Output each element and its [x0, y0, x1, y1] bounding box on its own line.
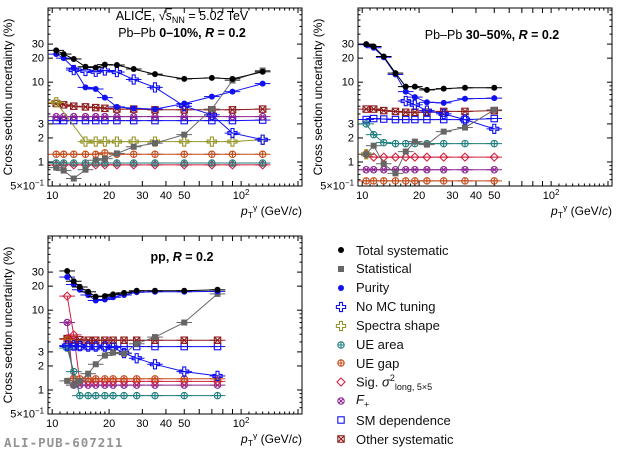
svg-text:pTγ (GeV/c): pTγ (GeV/c) [240, 203, 302, 220]
legend-label-total-systematic: Total systematic [356, 242, 449, 258]
legend-item-spectra-shape: Spectra shape [332, 317, 440, 335]
svg-text:pp, R = 0.2: pp, R = 0.2 [151, 250, 214, 264]
svg-text:5×10−1: 5×10−1 [10, 406, 44, 420]
legend-item-sm-dependence: SM dependence [332, 411, 451, 429]
svg-text:5×10−1: 5×10−1 [320, 178, 354, 192]
legend-marker-sm-dependence-icon [337, 416, 345, 424]
svg-text:10: 10 [32, 77, 44, 89]
legend-item-no-mc-tuning: No MC tuning [332, 298, 435, 316]
svg-text:50: 50 [178, 190, 190, 202]
legend-marker-sig-sigma-long-icon [336, 377, 346, 388]
svg-text:2: 2 [348, 132, 354, 144]
legend-item-ue-area: UE area [332, 336, 404, 354]
svg-text:20: 20 [103, 190, 115, 202]
svg-text:20: 20 [103, 418, 115, 430]
legend-marker-other-systematic-icon [337, 435, 345, 443]
svg-text:10: 10 [356, 190, 368, 202]
svg-text:20: 20 [413, 190, 425, 202]
svg-text:102: 102 [233, 188, 250, 202]
legend-label-sig-sigma-long: Sig. σ2long, 5×5 [356, 372, 433, 392]
svg-text:40: 40 [160, 190, 172, 202]
legend-label-ue-area: UE area [356, 337, 404, 352]
svg-text:3: 3 [38, 118, 44, 130]
legend-marker-total-systematic-icon [338, 247, 344, 253]
legend-item-purity: Purity [332, 279, 389, 297]
svg-text:3: 3 [348, 118, 354, 130]
svg-text:pTγ (GeV/c): pTγ (GeV/c) [550, 203, 612, 220]
svg-text:10: 10 [342, 77, 354, 89]
legend-marker-ue-gap-icon [337, 359, 345, 368]
svg-text:20: 20 [32, 281, 44, 293]
svg-text:30: 30 [342, 39, 354, 51]
svg-text:3: 3 [38, 346, 44, 358]
legend-item-other-systematic: Other systematic [332, 430, 454, 448]
svg-text:40: 40 [160, 418, 172, 430]
legend-label-purity: Purity [356, 280, 390, 296]
legend-item-f-plus: F+ [332, 392, 369, 410]
legend-label-other-systematic: Other systematic [356, 431, 454, 447]
svg-text:30: 30 [136, 190, 148, 202]
svg-text:10: 10 [46, 190, 58, 202]
svg-text:10: 10 [32, 305, 44, 317]
svg-text:20: 20 [342, 53, 354, 65]
svg-text:pTγ (GeV/c): pTγ (GeV/c) [240, 431, 302, 448]
svg-text:40: 40 [470, 190, 482, 202]
svg-text:102: 102 [233, 416, 250, 430]
legend-item-total-systematic: Total systematic [332, 241, 448, 259]
svg-text:30: 30 [136, 418, 148, 430]
svg-text:Cross section uncertainty (%): Cross section uncertainty (%) [1, 19, 15, 176]
svg-text:Pb–Pb 0–10%, R = 0.2: Pb–Pb 0–10%, R = 0.2 [118, 26, 246, 40]
panel-pbpb-0-10-chart: 10 20 30 40 50 102 5×10−1 1 2 3 10 20 30 Cross sectio… [1, 7, 303, 220]
svg-text:Cross section uncertainty (%): Cross section uncertainty (%) [311, 19, 325, 176]
svg-text:2: 2 [38, 360, 44, 372]
svg-text:1: 1 [38, 156, 44, 168]
svg-text:30: 30 [32, 39, 44, 51]
svg-text:30: 30 [446, 190, 458, 202]
svg-text:102: 102 [543, 188, 560, 202]
legend-item-statistical: Statistical [332, 260, 412, 278]
legend-item-sig-sigma-long: Sig. σ2long, 5×5 [332, 372, 433, 392]
watermark-label: ALI-PUB-607211 [4, 435, 124, 450]
svg-text:5×10−1: 5×10−1 [10, 178, 44, 192]
svg-text:30: 30 [32, 267, 44, 279]
legend-marker-no-mc-tuning-icon [335, 301, 347, 312]
svg-text:Cross section uncertainty (%): Cross section uncertainty (%) [1, 247, 15, 404]
svg-text:50: 50 [488, 190, 500, 202]
legend-marker-spectra-shape-icon [335, 320, 347, 331]
svg-text:1: 1 [348, 156, 354, 168]
legend-item-ue-gap: UE gap [332, 354, 399, 372]
legend-label-spectra-shape: Spectra shape [356, 318, 440, 334]
svg-text:1: 1 [38, 384, 44, 396]
legend-label-f-plus: F+ [356, 392, 370, 410]
svg-text:50: 50 [178, 418, 190, 430]
panel-pbpb-30-50-chart: 10 20 30 40 50 102 5×10−1 1 2 3 10 20 30 Cross sectio… [311, 7, 613, 220]
legend-marker-purity-icon [338, 284, 344, 291]
legend-label-no-mc-tuning: No MC tuning [356, 299, 436, 315]
legend: Total systematic Statistical Purity No MC t… [332, 238, 618, 452]
legend-label-sm-dependence: SM dependence [356, 412, 451, 428]
svg-text:ALICE, √sNN = 5.02 TeV: ALICE, √sNN = 5.02 TeV [116, 9, 249, 25]
svg-text:20: 20 [32, 53, 44, 65]
legend-label-statistical: Statistical [356, 261, 412, 277]
legend-label-ue-gap: UE gap [356, 355, 400, 371]
legend-marker-f-plus-icon [337, 397, 345, 405]
svg-text:Pb–Pb 30–50%, R = 0.2: Pb–Pb 30–50%, R = 0.2 [425, 28, 560, 42]
svg-text:2: 2 [38, 132, 44, 144]
svg-text:10: 10 [46, 418, 58, 430]
legend-marker-ue-area-icon [337, 340, 345, 349]
panel-pp-chart: 10 20 30 40 50 102 5×10−1 1 2 3 10 20 30 Cross sectio… [1, 235, 303, 448]
legend-marker-statistical-icon [338, 265, 344, 272]
